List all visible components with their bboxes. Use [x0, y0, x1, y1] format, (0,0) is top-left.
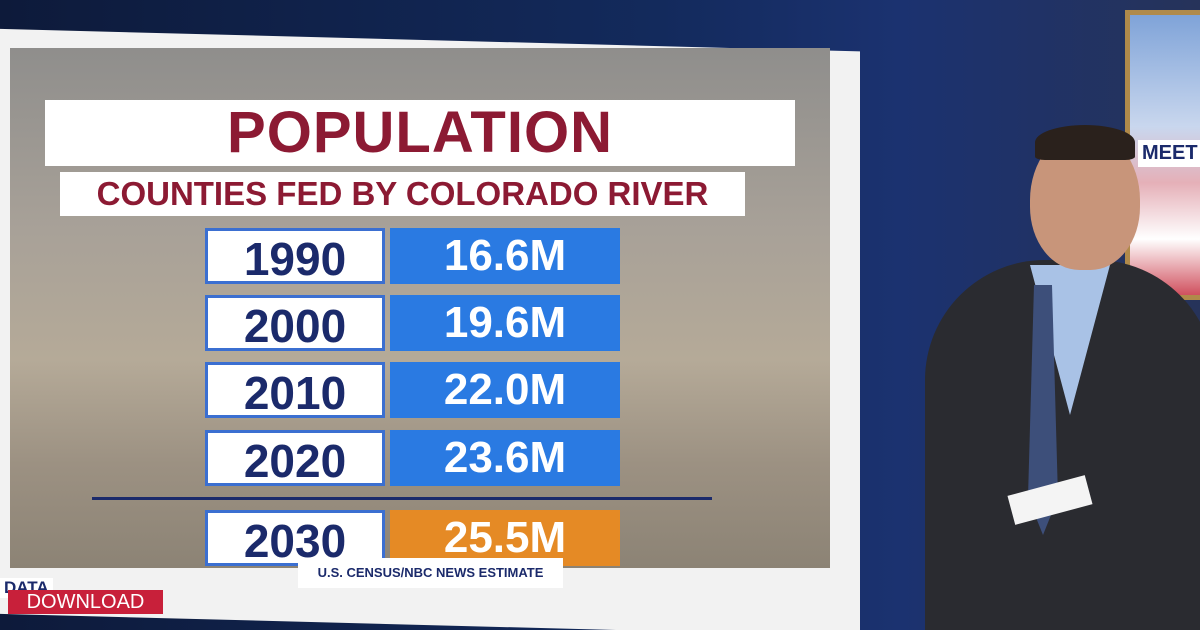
- subtitle: COUNTIES FED BY COLORADO RIVER: [60, 172, 745, 216]
- year-cell: 2010: [205, 362, 385, 419]
- year-cell: 2020: [205, 430, 385, 487]
- population-cell: 23.6M: [390, 430, 620, 486]
- year-cell: 2030: [205, 510, 385, 567]
- population-cell: 22.0M: [390, 362, 620, 418]
- population-cell: 19.6M: [390, 295, 620, 351]
- source: U.S. CENSUS/NBC NEWS ESTIMATE: [298, 558, 563, 588]
- year-cell: 1990: [205, 228, 385, 285]
- population-cell: 16.6M: [390, 228, 620, 284]
- year-cell: 2000: [205, 295, 385, 352]
- separator: [92, 497, 712, 500]
- title: POPULATION: [45, 100, 795, 166]
- presenter-hair: [1035, 125, 1135, 160]
- population-cell: 25.5M: [390, 510, 620, 566]
- show-logo: MEET: [1138, 140, 1200, 167]
- segment-label: DOWNLOAD: [8, 590, 163, 614]
